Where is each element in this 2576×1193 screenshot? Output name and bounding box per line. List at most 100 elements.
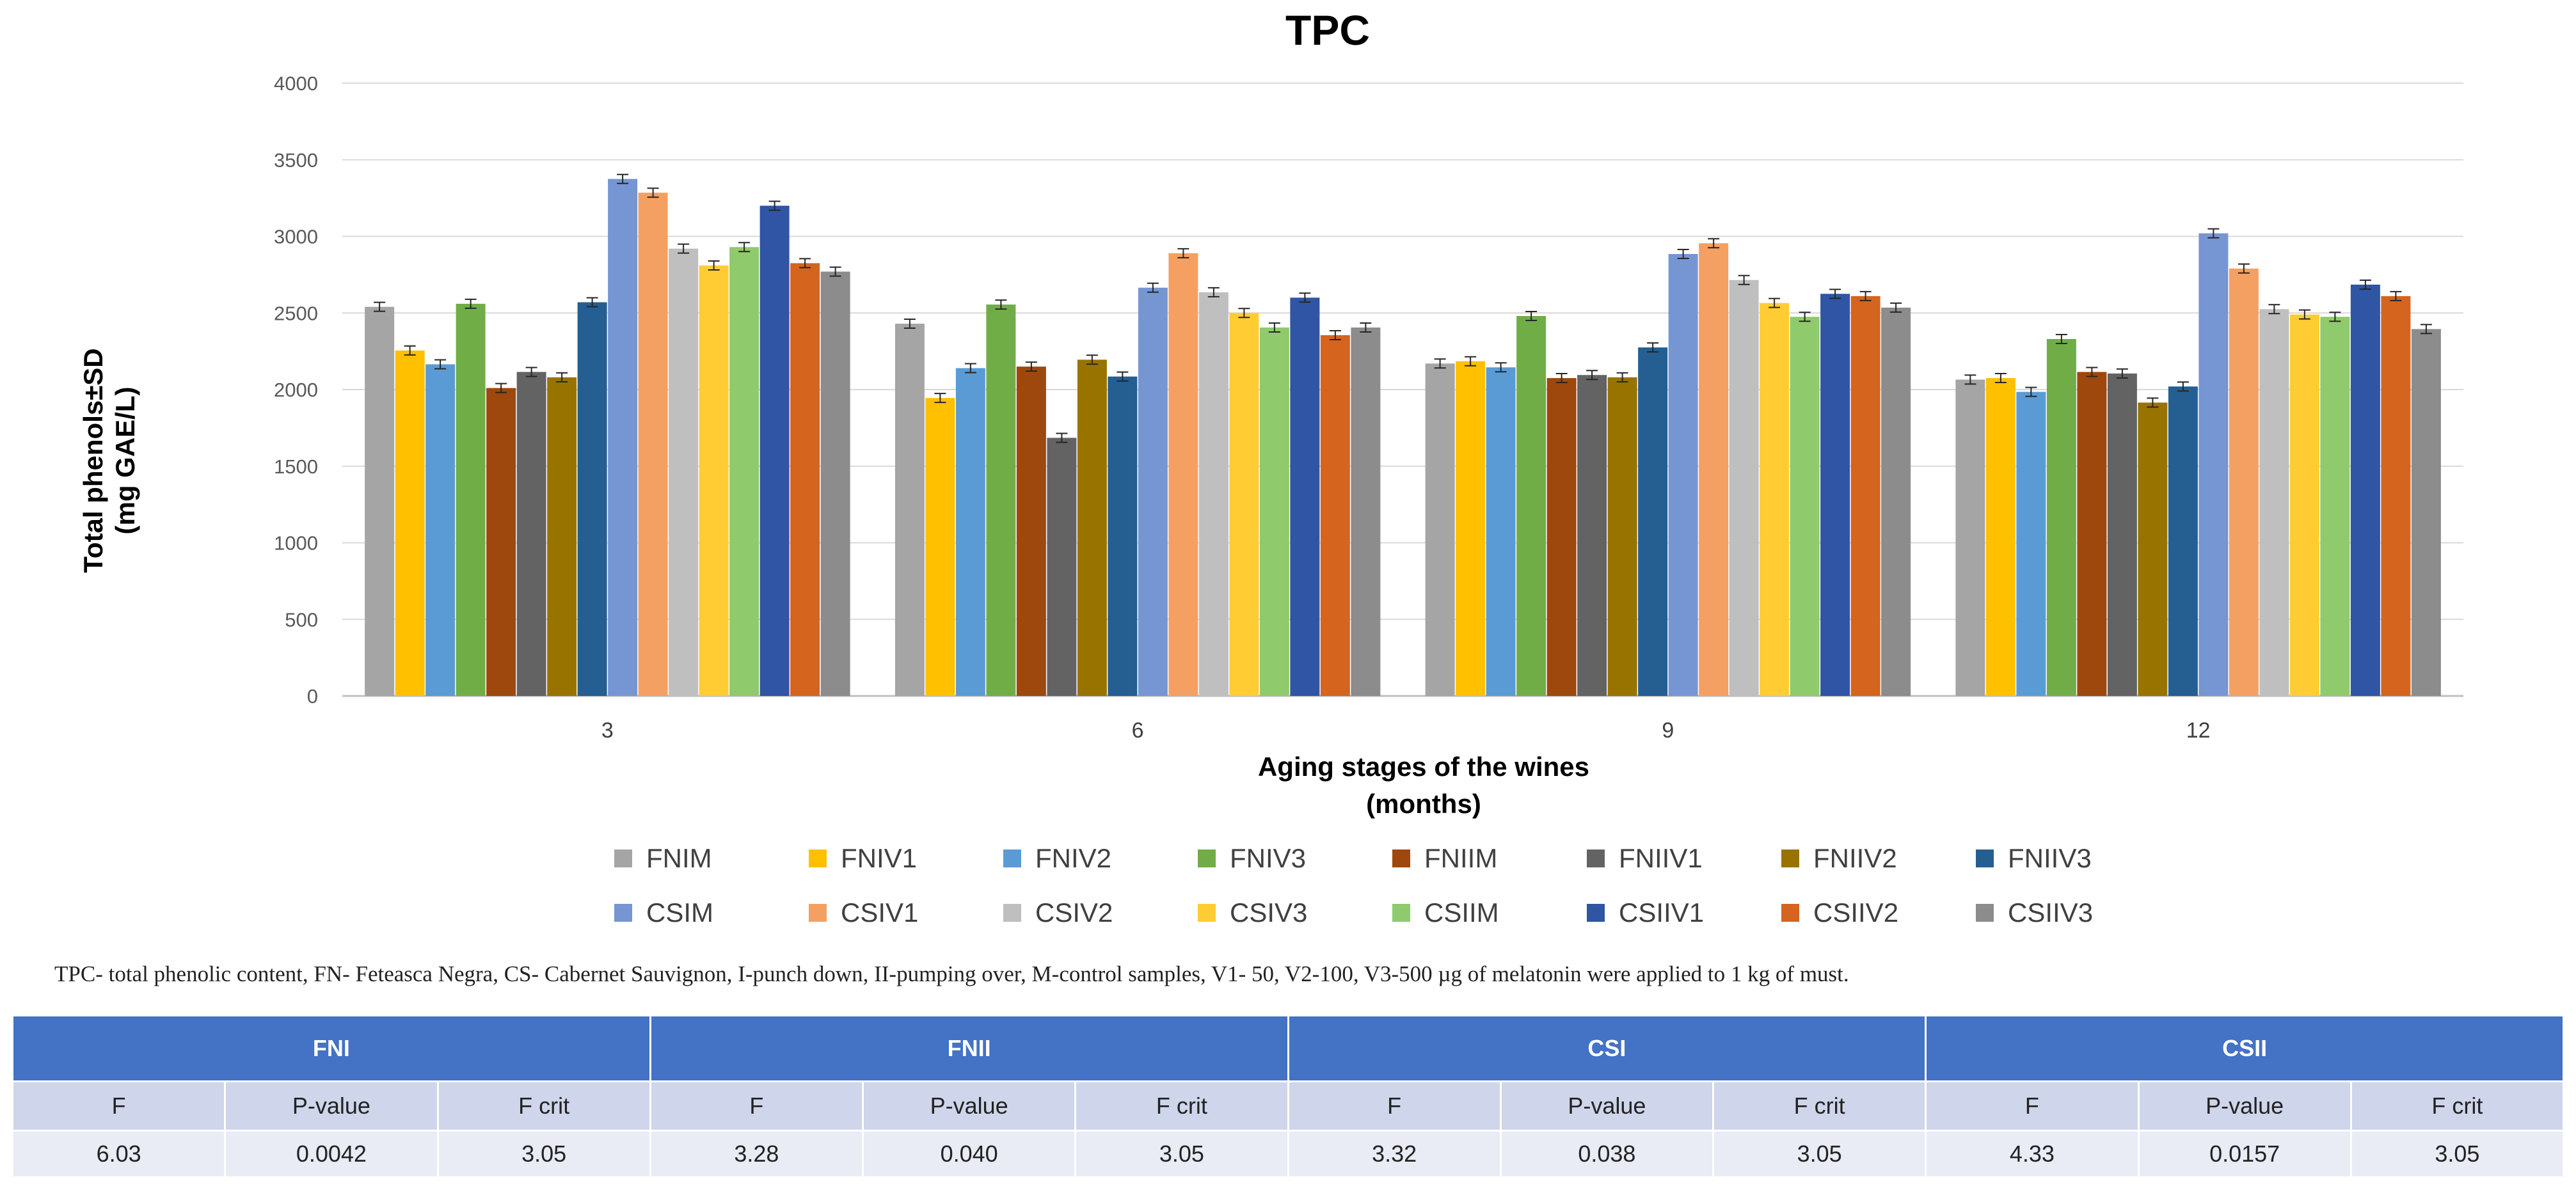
legend-swatch bbox=[809, 849, 827, 867]
y-tick-label: 1000 bbox=[274, 532, 318, 555]
bar bbox=[577, 302, 607, 696]
group-header-csii: CSII bbox=[1925, 1015, 2564, 1082]
bar bbox=[2107, 373, 2137, 696]
bar bbox=[1668, 254, 1698, 697]
bar bbox=[699, 265, 729, 696]
legend-swatch bbox=[1198, 904, 1216, 922]
x-axis-label: Aging stages of the wines (months) bbox=[1258, 752, 1589, 819]
y-tick-label: 3500 bbox=[274, 149, 318, 171]
bar bbox=[820, 271, 850, 697]
bar bbox=[894, 324, 925, 696]
bar bbox=[1881, 307, 1911, 696]
subheader-p-value: P-value bbox=[1499, 1080, 1715, 1132]
legend-swatch bbox=[614, 849, 632, 867]
bar bbox=[2411, 329, 2441, 696]
subheader-p-value: P-value bbox=[861, 1080, 1077, 1132]
bar bbox=[1607, 377, 1637, 696]
y-tick-label: 3000 bbox=[274, 226, 318, 248]
csii-p-value: 0.0157 bbox=[2137, 1130, 2352, 1178]
bar bbox=[1259, 328, 1289, 696]
bar bbox=[1138, 287, 1168, 696]
y-axis-ticks: 0 500 1000 1500 2000 2500 3000 3500 4000 bbox=[274, 72, 318, 707]
fnii-p-value: 0.040 bbox=[861, 1130, 1077, 1178]
legend-label: FNIV2 bbox=[1035, 843, 1111, 873]
legend-swatch bbox=[1587, 849, 1605, 867]
legend-swatch bbox=[1003, 849, 1021, 867]
tpc-bar-chart: TPC 0 500 1000 1500 2000 2500 3000 3500 4000 3 6 9… bbox=[78, 6, 2463, 928]
bar bbox=[2198, 233, 2229, 697]
bar bbox=[2229, 268, 2259, 696]
bar bbox=[456, 303, 486, 696]
x-tick-label: 3 bbox=[601, 718, 614, 743]
legend-label: CSIIV1 bbox=[1619, 897, 1704, 928]
csii-f-value: 4.33 bbox=[1925, 1130, 2140, 1178]
legend-label: FNIM bbox=[646, 843, 712, 873]
y-axis-label-line: Total phenols±SD bbox=[78, 348, 108, 573]
bar bbox=[1699, 243, 1729, 697]
legend-label: FNIIM bbox=[1424, 843, 1497, 873]
legend-label: CSIV3 bbox=[1230, 897, 1307, 928]
bar bbox=[2289, 314, 2319, 696]
y-tick-label: 2500 bbox=[274, 302, 318, 324]
legend-label: CSIV1 bbox=[841, 897, 918, 928]
bar bbox=[1638, 347, 1668, 696]
legend-swatch bbox=[1003, 904, 1021, 922]
legend-swatch bbox=[1587, 904, 1605, 922]
subheader-p-value: P-value bbox=[224, 1080, 439, 1132]
fni-p-value: 0.0042 bbox=[224, 1130, 439, 1178]
bar bbox=[1729, 280, 1759, 696]
legend-label: CSIIM bbox=[1424, 897, 1499, 928]
y-tick-label: 500 bbox=[285, 608, 318, 631]
y-axis-label: Total phenols±SD(mg GAE/L) bbox=[78, 348, 140, 573]
legend-swatch bbox=[1392, 849, 1410, 867]
bar bbox=[1546, 378, 1577, 696]
legend-swatch bbox=[1976, 849, 1994, 867]
bar bbox=[2381, 296, 2411, 696]
legend-swatch bbox=[614, 904, 632, 922]
subheader-f-crit: F crit bbox=[1074, 1080, 1289, 1132]
bar bbox=[1486, 367, 1516, 696]
y-tick-label: 2000 bbox=[274, 379, 318, 401]
bar bbox=[1168, 253, 1198, 697]
bar bbox=[955, 368, 985, 696]
group-header-fni: FNI bbox=[12, 1015, 651, 1082]
bar bbox=[1077, 359, 1107, 696]
legend-label: FNIV3 bbox=[1230, 843, 1306, 873]
fnii-f-crit: 3.05 bbox=[1074, 1130, 1289, 1178]
bar bbox=[1516, 316, 1546, 696]
csi-p-value: 0.038 bbox=[1499, 1130, 1715, 1178]
bar bbox=[759, 205, 790, 697]
bar bbox=[1320, 335, 1350, 696]
footnote: TPC- total phenolic content, FN- Feteasc… bbox=[54, 961, 1849, 986]
bar bbox=[395, 350, 425, 696]
subheader-f: F bbox=[11, 1080, 227, 1132]
subheader-f: F bbox=[1287, 1080, 1502, 1132]
legend-label: CSIV2 bbox=[1035, 897, 1113, 928]
bar bbox=[1351, 328, 1381, 696]
y-axis-label-line: (mg GAE/L) bbox=[110, 387, 140, 535]
legend-swatch bbox=[1392, 904, 1410, 922]
bar bbox=[2077, 372, 2107, 696]
csi-f-crit: 3.05 bbox=[1712, 1130, 1927, 1178]
bar bbox=[1425, 363, 1455, 696]
y-tick-label: 1500 bbox=[274, 455, 318, 478]
legend-swatch bbox=[1976, 904, 1994, 922]
bar bbox=[986, 304, 1016, 696]
legend-label: FNIIV3 bbox=[2008, 843, 2092, 873]
bar bbox=[2168, 386, 2198, 696]
subheader-f: F bbox=[649, 1080, 864, 1132]
subheader-f-crit: F crit bbox=[436, 1080, 651, 1132]
csi-f-value: 3.32 bbox=[1287, 1130, 1502, 1178]
bar bbox=[925, 398, 955, 696]
legend-swatch bbox=[1198, 849, 1216, 867]
subheader-f-crit: F crit bbox=[2349, 1080, 2565, 1132]
fnii-f-value: 3.28 bbox=[649, 1130, 864, 1178]
bar bbox=[2259, 309, 2289, 696]
group-header-fnii: FNII bbox=[649, 1015, 1289, 1082]
bar bbox=[1290, 297, 1320, 696]
bar bbox=[2046, 338, 2076, 696]
bar bbox=[2138, 402, 2168, 696]
legend-label: FNIV1 bbox=[841, 843, 917, 873]
bar bbox=[1760, 303, 1790, 696]
bar bbox=[2320, 317, 2350, 696]
